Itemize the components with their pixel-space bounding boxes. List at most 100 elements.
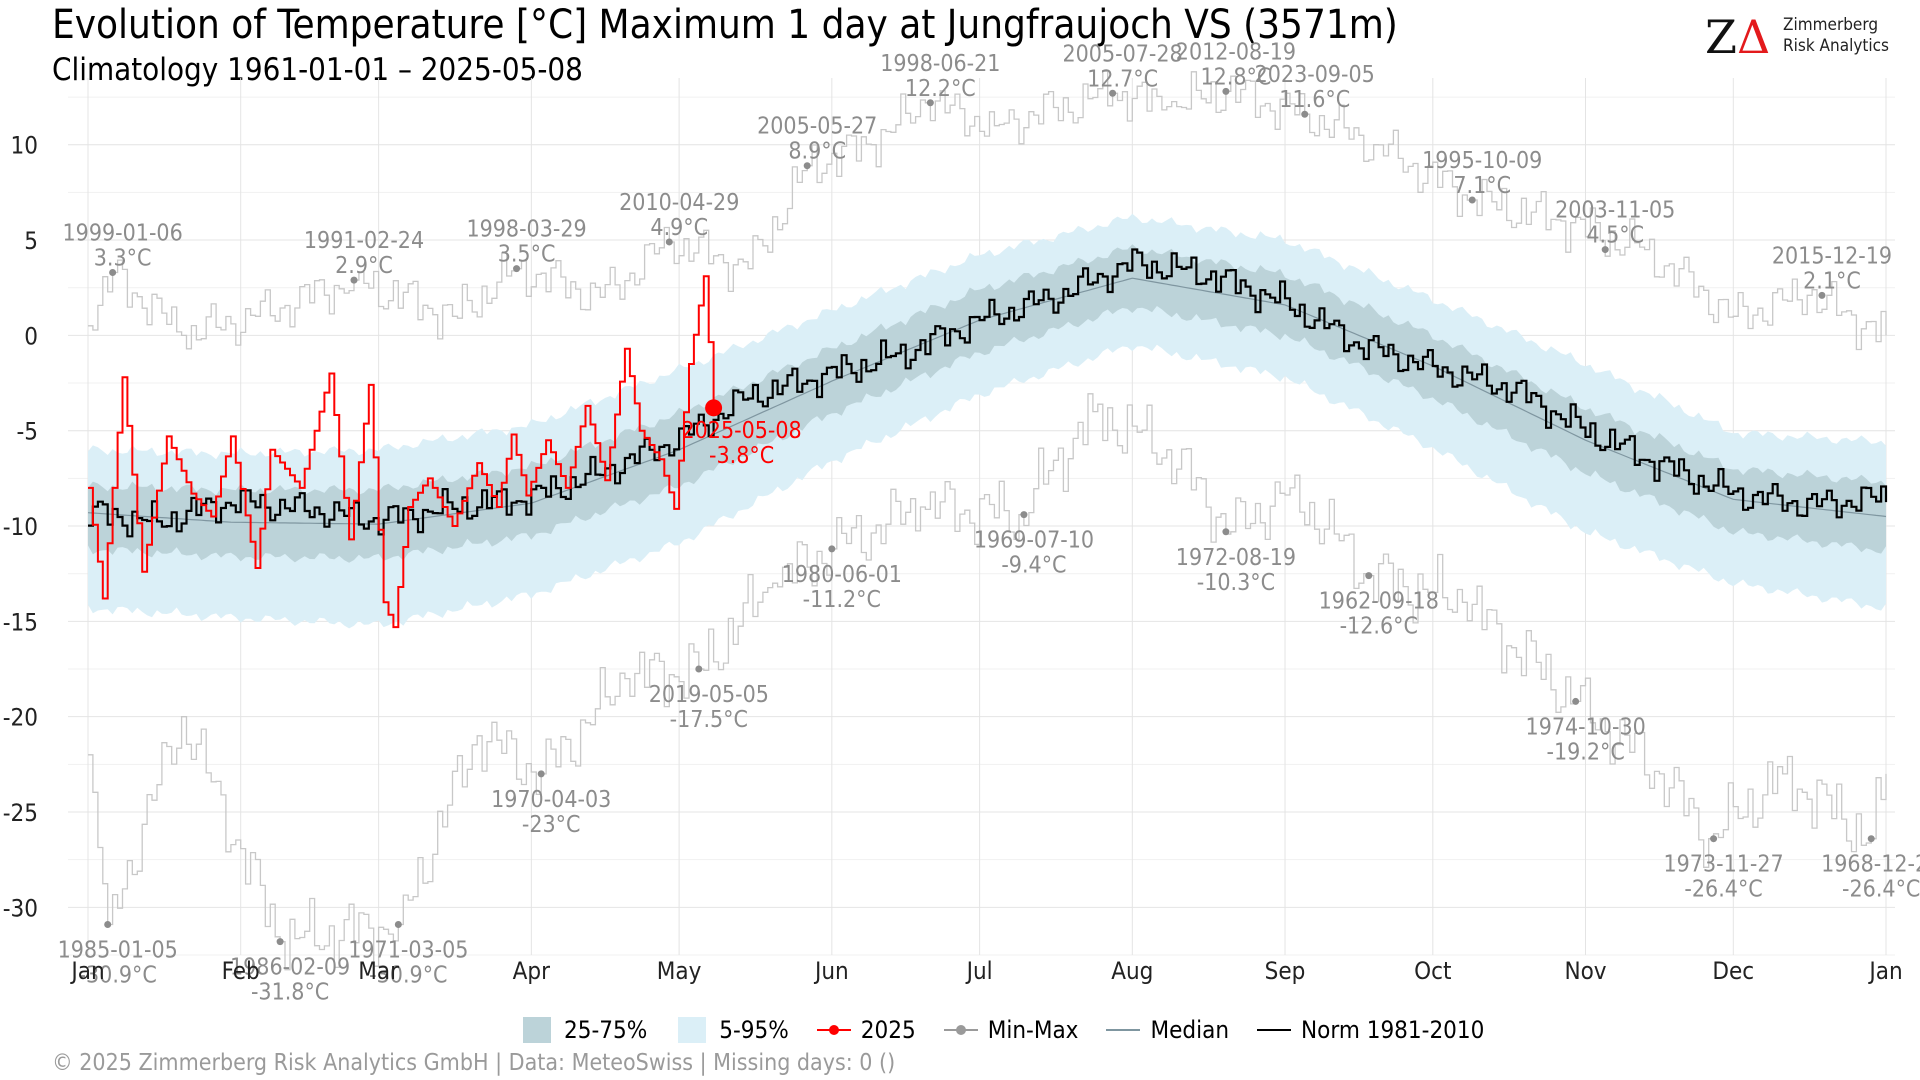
record-date-label: 1971-03-05 [348,937,468,963]
record-date-label: 1973-11-27 [1663,852,1783,878]
record-point [926,99,934,107]
record-date-label: 2005-07-28 [1062,41,1182,67]
record-point [1867,835,1875,843]
median-line [87,277,1887,525]
record-value-label: -23°C [522,812,581,838]
record-date-label: 2010-04-29 [619,190,739,216]
x-tick-label: Dec [1712,957,1754,985]
record-value-label: -17.5°C [670,707,748,733]
y-tick-label: -30 [3,894,38,922]
record-date-label: 2019-05-05 [649,682,769,708]
record-value-label: 3.3°C [94,245,152,271]
record-date-label: 1999-01-06 [63,220,183,246]
record-date-label: 1972-08-19 [1176,545,1296,571]
record-point [1468,196,1476,204]
record-value-label: -19.2°C [1546,739,1624,765]
logo-mark: ZΔ [1705,10,1771,64]
record-point [1601,246,1609,254]
y-tick-label: 0 [24,322,38,350]
copyright-caption: © 2025 Zimmerberg Risk Analytics GmbH | … [52,1050,896,1076]
y-tick-label: -25 [3,799,38,827]
chart-subtitle: Climatology 1961-01-01 – 2025-05-08 [52,52,583,88]
record-value-label: -26.4°C [1684,877,1762,903]
record-value-label: -12.6°C [1340,614,1418,640]
legend-label: 5-95% [719,1016,789,1044]
record-value-label: -10.3°C [1197,570,1275,596]
legend-key [1106,1016,1141,1044]
legend-item: Norm 1981-2010 [1257,1016,1484,1044]
band-25-75 [88,244,1886,563]
x-tick-label: Oct [1414,957,1451,985]
record-date-label: 1974-10-30 [1526,714,1646,740]
record-value-label: 7.1°C [1453,173,1511,199]
x-tick-label: Jan [69,957,104,985]
legend-label: Norm 1981-2010 [1301,1016,1485,1044]
record-point [695,665,703,673]
logo-text: Zimmerberg Risk Analytics [1783,15,1889,57]
company-logo: ZΔ Zimmerberg Risk Analytics [1705,12,1905,62]
record-point [1572,697,1580,705]
record-point [109,268,117,276]
record-value-label: -9.4°C [1001,553,1066,579]
record-date-label: 2003-11-05 [1555,198,1675,224]
record-point [394,920,402,928]
legend-label: 2025 [860,1016,916,1044]
record-value-label: 8.9°C [788,139,846,165]
norm-1981-2010-line [88,248,1888,538]
record-value-label: -26.4°C [1842,877,1920,903]
y-tick-label: -10 [3,513,38,541]
legend-key [520,1016,554,1044]
record-value-label: 12.2°C [905,76,976,102]
record-point [1109,89,1117,97]
record-value-label: 11.6°C [1279,87,1350,113]
x-tick-label: Jun [813,957,849,985]
record-point [1020,511,1028,519]
record-value-label: -30.9°C [79,962,157,988]
record-point [537,770,545,778]
record-date-label: 1991-02-24 [304,228,424,254]
x-tick-label: Feb [222,957,260,985]
y-tick-label: -20 [3,704,38,732]
chart-title: Evolution of Temperature [°C] Maximum 1 … [52,2,1398,48]
record-date-label: 1985-01-05 [58,937,178,963]
legend-key [816,1016,851,1044]
record-value-label: 2.1°C [1803,268,1861,294]
x-tick-label: Mar [358,957,399,985]
legend-item: 5-95% [675,1016,789,1044]
legend-label: Median [1150,1016,1230,1044]
record-value-label: 4.5°C [1586,223,1644,249]
record-point [803,162,811,170]
x-tick-label: Apr [513,957,550,985]
record-point [350,276,358,284]
record-date-label: 1998-06-21 [880,51,1000,77]
legend-item: 25-75% [520,1016,647,1044]
legend-item: Min-Max [943,1016,1078,1044]
record-point [1222,528,1230,536]
legend-key [675,1016,709,1044]
record-point [828,545,836,553]
record-value-label: 2.9°C [335,253,393,279]
current-value-label: -3.8°C [709,443,774,469]
x-tick-label: Aug [1111,957,1153,985]
record-value-label: 12.8°C [1200,64,1271,90]
record-date-label: 1968-12-29 [1821,852,1920,878]
record-date-label: 2005-05-27 [757,114,877,140]
record-point [665,238,673,246]
y-tick-label: 5 [24,227,38,255]
current-day-point [705,399,723,417]
min-record-line [88,393,1887,971]
legend-item: 2025 [816,1016,916,1044]
current-year-2025-line [88,275,715,629]
record-date-label: 1986-02-09 [230,955,350,981]
record-point [1818,291,1826,299]
legend-key [943,1016,978,1044]
record-point [1365,572,1373,580]
record-point [104,920,112,928]
x-tick-label: Sep [1265,957,1306,985]
chart-legend: 25-75% 5-95% 2025 Min-Max Median Norm 1981-20… [520,1013,1512,1047]
record-point [1710,835,1718,843]
record-value-label: -11.2°C [803,587,881,613]
record-date-label: 2012-08-19 [1176,39,1296,65]
x-tick-label: Jul [965,957,993,985]
x-tick-label: Jan [1867,957,1902,985]
